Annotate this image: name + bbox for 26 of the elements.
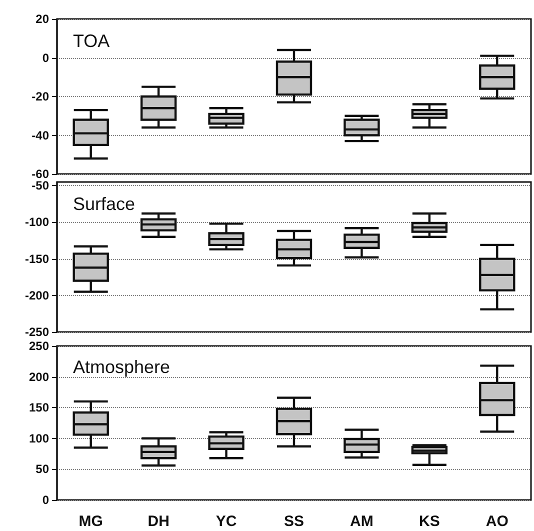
y-tick-label: 250 — [28, 339, 50, 353]
text: TOA — [73, 31, 110, 51]
y-tick-label: -40 — [32, 128, 50, 142]
x-tick-label: AO — [486, 513, 509, 530]
y-tick-label: 0 — [42, 50, 50, 65]
y-tick-label: -150 — [24, 252, 50, 266]
text: Surface — [73, 194, 136, 214]
x-tick-label: MG — [78, 513, 103, 530]
y-tick-label: 0 — [42, 493, 50, 507]
y-tick-label: -100 — [24, 215, 50, 230]
x-tick-label: DH — [148, 513, 170, 530]
x-tick-label: AM — [350, 513, 374, 530]
y-tick-label: 50 — [36, 462, 50, 476]
y-tick-label: 100 — [28, 431, 50, 446]
y-tick-label: -250 — [24, 325, 50, 339]
y-tick-label: 150 — [28, 400, 50, 415]
x-tick-label: SS — [284, 513, 304, 530]
y-tick-label: -200 — [24, 288, 50, 302]
y-tick-label: -20 — [32, 90, 50, 104]
x-tick-label: KS — [419, 513, 440, 530]
x-tick-label: YC — [216, 513, 237, 530]
y-tick-label: 20 — [36, 12, 50, 26]
y-tick-label: 200 — [28, 370, 50, 384]
y-tick-label: -50 — [32, 178, 50, 193]
text: Atmosphere — [73, 357, 170, 377]
y-tick-label: -60 — [32, 167, 50, 181]
